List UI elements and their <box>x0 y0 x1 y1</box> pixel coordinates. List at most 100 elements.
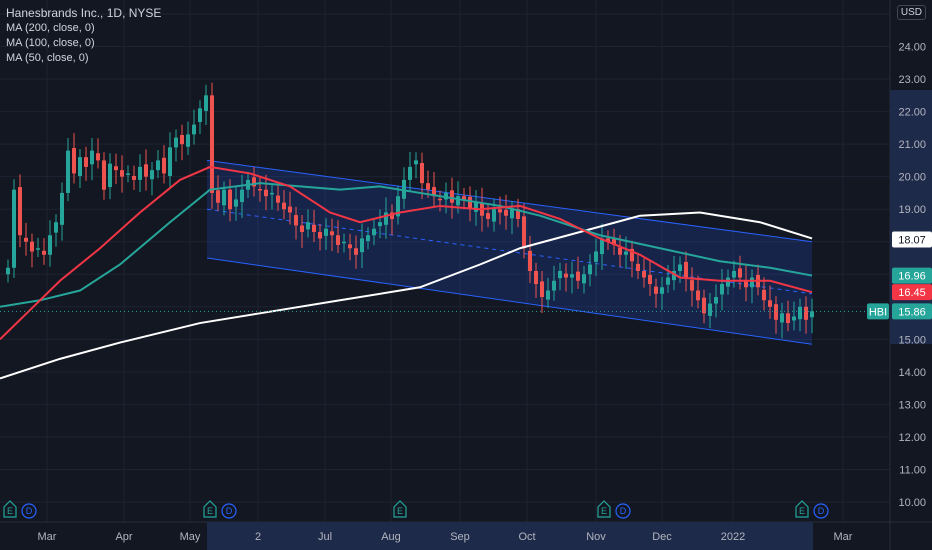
candle-body <box>102 160 106 190</box>
price-tag-bg <box>892 267 932 284</box>
candle-body <box>216 190 220 203</box>
candle-body <box>306 222 310 230</box>
candle-body <box>162 157 166 174</box>
candle-body <box>510 209 514 219</box>
candle-body <box>714 297 718 304</box>
dividend-icon <box>813 503 829 519</box>
x-tick-label: 2 <box>255 531 261 543</box>
candle-body <box>354 248 358 255</box>
candle-body <box>342 241 346 244</box>
indicator-ma-50[interactable]: MA (50, close, 0) <box>6 52 89 64</box>
y-tick-label: 20.00 <box>898 172 926 184</box>
x-axis-highlight <box>207 90 932 550</box>
indicator-ma-200[interactable]: MA (200, close, 0) <box>6 22 95 34</box>
candle-body <box>174 137 178 148</box>
candle-body <box>708 303 712 316</box>
x-axis[interactable]: Mar Apr May 2 Jul Aug Sep Oct Nov Dec 2022 Mar <box>38 531 853 543</box>
candle-body <box>66 150 70 193</box>
candle-body <box>630 248 634 262</box>
candle-body <box>522 216 526 249</box>
earnings-icon <box>597 500 611 518</box>
symbol-tag: HBI <box>869 306 887 318</box>
x-tick-label: Jul <box>318 531 332 543</box>
candle-body <box>768 300 772 307</box>
earnings-label: E <box>207 506 213 516</box>
y-tick-label: 15.00 <box>898 334 926 346</box>
y-tick-label: 19.00 <box>898 204 926 216</box>
y-tick-label: 24.00 <box>898 42 926 54</box>
candle-body <box>378 222 382 227</box>
candle-body <box>6 267 10 275</box>
candle-body <box>258 189 262 191</box>
earnings-icon <box>393 500 407 518</box>
candle-body <box>492 209 496 222</box>
candle-body <box>270 192 274 195</box>
candle-body <box>60 192 64 225</box>
candle-body <box>36 248 40 250</box>
candle-body <box>312 224 316 232</box>
candle-body <box>390 212 394 219</box>
y-axis[interactable]: 10.0011.0012.0013.0014.0015.0016.0017.00… <box>867 9 932 509</box>
candle-body <box>108 163 112 188</box>
symbol-title[interactable]: Hanesbrands Inc., 1D, NYSE <box>6 6 162 20</box>
candle-body <box>294 215 298 226</box>
price-tag: 16.45 <box>898 287 926 299</box>
x-tick-label: 2022 <box>721 531 745 543</box>
candle-body <box>726 277 730 287</box>
candle-body <box>276 195 280 203</box>
candle-body <box>504 209 508 216</box>
candle-body <box>588 264 592 275</box>
candle-body <box>78 157 82 177</box>
candle-body <box>558 271 562 279</box>
candle-body <box>804 306 808 320</box>
candle-body <box>648 274 652 285</box>
chart-legend: Hanesbrands Inc., 1D, NYSE MA (200, clos… <box>6 6 161 66</box>
earnings-label: E <box>799 506 805 516</box>
candle-body <box>72 148 76 174</box>
dividend-label: D <box>226 506 233 516</box>
indicator-ma-100[interactable]: MA (100, close, 0) <box>6 37 95 49</box>
x-range-highlight <box>207 522 813 550</box>
channel-lower <box>206 257 813 345</box>
x-tick-label: Dec <box>652 531 672 543</box>
candle-body <box>438 198 442 201</box>
candle-body <box>612 239 616 245</box>
last-price-tag-bg <box>892 303 932 320</box>
candle-body <box>750 277 754 288</box>
earnings-icon <box>795 500 809 518</box>
candle-body <box>132 176 136 180</box>
candle-body <box>456 196 460 206</box>
y-tick-label: 21.00 <box>898 139 926 151</box>
y-tick-label: 11.00 <box>899 464 926 476</box>
candle-body <box>600 238 604 255</box>
candle-body <box>690 280 694 291</box>
candle-body <box>624 251 628 255</box>
earnings-label: E <box>7 506 13 516</box>
candle-body <box>288 206 292 213</box>
candle-body <box>120 170 124 177</box>
candle-body <box>684 261 688 278</box>
candle-body <box>114 166 118 171</box>
candle-body <box>720 284 724 295</box>
candle-body <box>366 235 370 242</box>
candle-body <box>672 271 676 281</box>
candle-body <box>90 150 94 165</box>
candle-body <box>780 313 784 323</box>
x-tick-label: Mar <box>38 531 57 543</box>
candle-body <box>144 164 148 177</box>
y-tick-label: 22.00 <box>898 107 926 119</box>
currency-label[interactable]: USD <box>896 5 926 20</box>
ma-line <box>0 165 813 341</box>
candle-body <box>606 238 610 242</box>
candle-body <box>546 290 550 300</box>
earnings-icon <box>203 500 217 518</box>
x-tick-label: Mar <box>834 531 853 543</box>
candle-body <box>666 277 670 285</box>
x-tick-label: Oct <box>518 531 535 543</box>
price-tag: 16.96 <box>898 271 926 283</box>
candle-body <box>228 189 232 210</box>
candle-body <box>126 173 130 175</box>
candle-body <box>204 95 208 111</box>
